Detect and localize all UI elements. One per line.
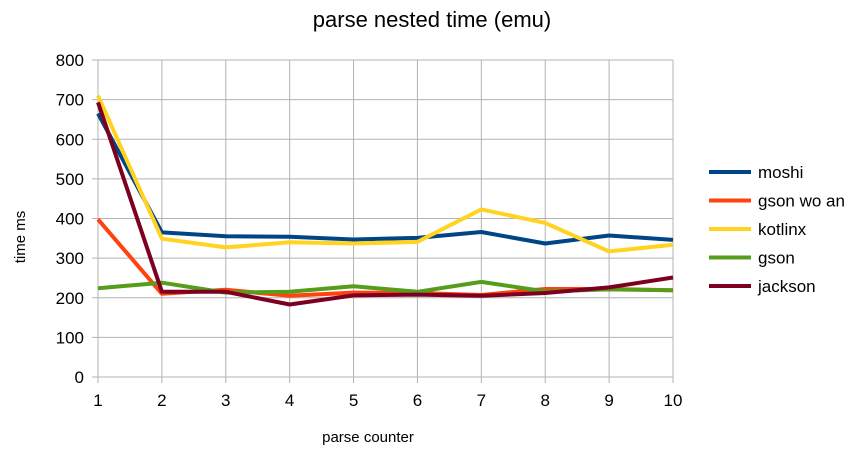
- tick-labels: 0 100 200 300 400 500 600 700 800 1 2 3 4 5 6 7 8 9 10: [56, 51, 683, 410]
- series-line-moshi: [96, 112, 674, 246]
- x-tick-label: 9: [604, 391, 613, 410]
- axes: [92, 59, 674, 383]
- y-tick-label: 500: [56, 170, 84, 189]
- y-tick-label: 700: [56, 91, 84, 110]
- legend: moshi gson wo an kotlinx gson jackson: [709, 163, 845, 296]
- y-tick-label: 800: [56, 51, 84, 70]
- x-tick-label: 2: [157, 391, 166, 410]
- y-tick-label: 400: [56, 210, 84, 229]
- x-tick-label: 8: [540, 391, 549, 410]
- x-tick-label: 6: [413, 391, 422, 410]
- series-line-kotlinx: [96, 94, 674, 254]
- legend-label: moshi: [758, 163, 803, 182]
- x-tick-label: 3: [221, 391, 230, 410]
- chart-title: parse nested time (emu): [313, 7, 551, 32]
- y-tick-label: 600: [56, 130, 84, 149]
- y-tick-label: 300: [56, 249, 84, 268]
- legend-label: jackson: [757, 277, 816, 296]
- x-axis-label: parse counter: [322, 429, 414, 446]
- legend-label: gson wo an: [758, 192, 845, 211]
- legend-label: kotlinx: [758, 220, 807, 239]
- series-line-jackson: [96, 101, 674, 307]
- series-lines: [96, 94, 674, 307]
- x-tick-label: 1: [93, 391, 102, 410]
- y-tick-label: 200: [56, 289, 84, 308]
- gridlines: [97, 59, 674, 378]
- y-tick-label: 100: [56, 328, 84, 347]
- x-tick-label: 7: [477, 391, 486, 410]
- y-axis-label: time ms: [12, 211, 29, 264]
- legend-label: gson: [758, 249, 795, 268]
- x-tick-label: 10: [664, 391, 683, 410]
- x-tick-label: 5: [349, 391, 358, 410]
- x-tick-label: 4: [285, 391, 294, 410]
- y-tick-label: 0: [75, 368, 84, 387]
